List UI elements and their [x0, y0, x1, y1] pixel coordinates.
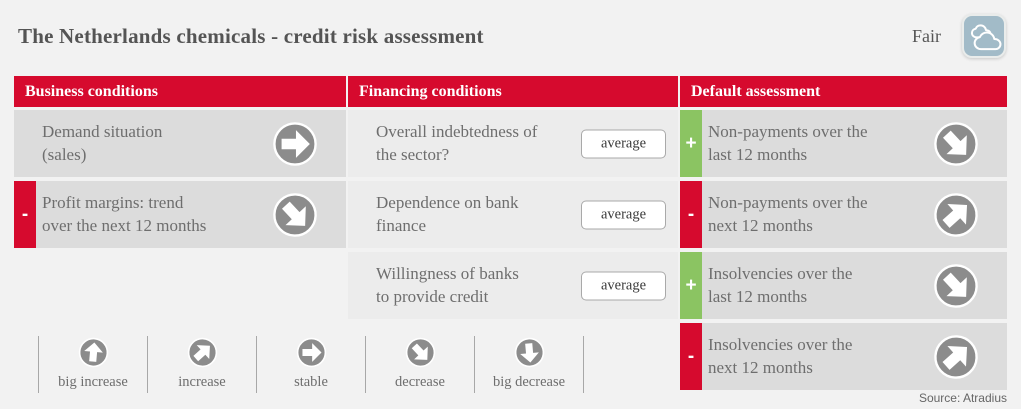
legend-item-stable: stable — [256, 336, 365, 393]
row-label: Demand situation (sales) — [42, 122, 163, 164]
average-value-button-bank-finance[interactable]: average — [581, 200, 666, 229]
legend-item-big-decrease: big decrease — [474, 336, 583, 393]
legend-label: stable — [294, 374, 328, 390]
default-assessment-header: Default assessment — [680, 76, 1007, 107]
average-value-button-indebtedness[interactable]: average — [581, 129, 666, 158]
decrease-arrow-icon — [933, 121, 979, 167]
decrease-arrow-icon — [405, 337, 436, 368]
financing-conditions-header: Financing conditions — [348, 76, 678, 107]
financing-conditions-column: Financing conditions Overall indebtednes… — [348, 76, 678, 319]
legend-label: decrease — [395, 374, 445, 390]
financing-row-willingness: Willingness of banks to provide credit a… — [348, 252, 678, 319]
clouds-icon — [962, 14, 1006, 58]
row-label: Overall indebtedness of the sector? — [376, 122, 538, 164]
financing-row-bank-finance: Dependence on bank finance average — [348, 181, 678, 248]
big-increase-arrow-icon — [78, 337, 109, 368]
trend-legend: big increase increase stable decrease bi… — [38, 336, 584, 393]
default-row-insolvencies-next: - Insolvencies over the next 12 months — [680, 323, 1007, 390]
row-label: Non-payments over the last 12 months — [708, 122, 868, 164]
legend-label: big decrease — [492, 374, 566, 390]
financing-row-indebtedness: Overall indebtedness of the sector? aver… — [348, 110, 678, 177]
legend-item-increase: increase — [147, 336, 256, 393]
decrease-arrow-icon — [272, 192, 318, 238]
legend-label: increase — [178, 374, 226, 390]
row-label: Insolvencies over the last 12 months — [708, 264, 853, 306]
legend-item-big-increase: big increase — [38, 336, 147, 393]
default-row-nonpayments-next: - Non-payments over the next 12 months — [680, 181, 1007, 248]
business-row-demand-situation: Demand situation (sales) — [14, 110, 346, 177]
trend-badge: - — [680, 181, 702, 248]
increase-arrow-icon — [933, 192, 979, 238]
row-label: Willingness of banks to provide credit — [376, 264, 519, 306]
stable-arrow-icon — [272, 121, 318, 167]
legend-item-decrease: decrease — [365, 336, 474, 393]
decrease-arrow-icon — [933, 263, 979, 309]
default-row-insolvencies-last: + Insolvencies over the last 12 months — [680, 252, 1007, 319]
row-label: Dependence on bank finance — [376, 193, 519, 235]
row-label: Non-payments over the next 12 months — [708, 193, 868, 235]
row-label: Insolvencies over the next 12 months — [708, 335, 853, 377]
increase-arrow-icon — [187, 337, 218, 368]
trend-badge: + — [680, 252, 702, 319]
legend-label: big increase — [58, 374, 128, 390]
increase-arrow-icon — [933, 334, 979, 380]
business-row-profit-margins: - Profit margins: trend over the next 12… — [14, 181, 346, 248]
big-decrease-arrow-icon — [514, 337, 545, 368]
page-title: The Netherlands chemicals - credit risk … — [18, 24, 484, 48]
row-label: Profit margins: trend over the next 12 m… — [42, 193, 207, 235]
business-conditions-header: Business conditions — [14, 76, 346, 107]
default-row-nonpayments-last: + Non-payments over the last 12 months — [680, 110, 1007, 177]
rating-label: Fair — [912, 25, 941, 46]
default-assessment-column: Default assessment + Non-payments over t… — [680, 76, 1007, 390]
overall-rating: Fair — [912, 14, 1006, 58]
business-conditions-column: Business conditions Demand situation (sa… — [14, 76, 346, 248]
trend-badge: - — [14, 181, 36, 248]
average-value-button-willingness[interactable]: average — [581, 271, 666, 300]
stable-arrow-icon — [296, 337, 327, 368]
source-attribution: Source: Atradius — [918, 391, 1007, 405]
trend-badge: + — [680, 110, 702, 177]
trend-badge: - — [680, 323, 702, 390]
